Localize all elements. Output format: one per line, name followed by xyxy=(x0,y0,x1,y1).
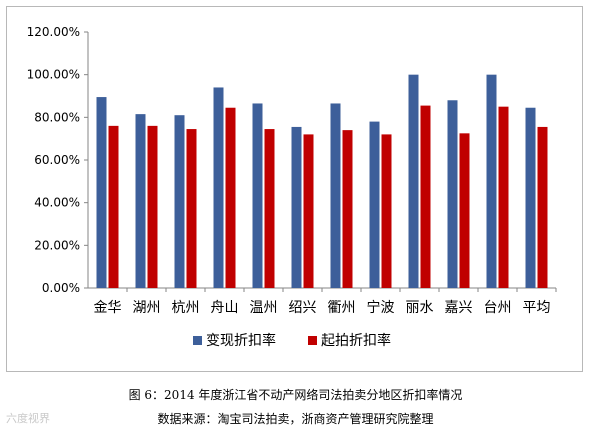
x-category-label: 杭州 xyxy=(172,300,200,316)
bar-realization-7 xyxy=(369,121,380,288)
legend-swatch-1 xyxy=(308,336,317,345)
x-category-label: 宁波 xyxy=(367,299,395,316)
y-tick-label: 40.00% xyxy=(34,196,80,210)
bar-realization-4 xyxy=(252,103,263,288)
x-category-label: 衢州 xyxy=(328,299,356,316)
bar-realization-9 xyxy=(447,100,458,289)
bar-realization-5 xyxy=(291,126,302,288)
y-tick-label: 120.00% xyxy=(27,25,80,39)
x-category-label: 湖州 xyxy=(133,300,161,316)
x-category-label: 嘉兴 xyxy=(445,300,473,316)
bar-starting-10 xyxy=(498,106,509,289)
y-tick-label: 80.00% xyxy=(34,110,80,124)
bar-starting-1 xyxy=(147,125,158,288)
x-category-label: 金华 xyxy=(94,300,122,316)
bar-chart: 0.00% 20.00% 40.00% 60.00% 80.00% 100.00% 120.… xyxy=(27,25,557,349)
x-category-label: 绍兴 xyxy=(289,300,317,316)
y-tick-label: 20.00% xyxy=(34,238,80,252)
x-category-label: 丽水 xyxy=(406,300,434,316)
bar-realization-8 xyxy=(408,74,419,289)
y-tick-label: 100.00% xyxy=(27,68,80,82)
x-category-label: 平均 xyxy=(523,300,551,316)
x-category-label: 舟山 xyxy=(211,300,239,316)
bar-starting-4 xyxy=(264,129,275,288)
bar-realization-10 xyxy=(486,74,497,289)
bar-starting-9 xyxy=(459,133,470,288)
bar-starting-6 xyxy=(342,130,353,288)
bar-starting-11 xyxy=(537,126,548,288)
bar-realization-6 xyxy=(330,103,341,288)
bar-starting-8 xyxy=(420,105,431,288)
bar-starting-0 xyxy=(108,125,119,288)
y-tick-label: 60.00% xyxy=(34,153,80,167)
data-source-note: 数据来源：淘宝司法拍卖，浙商资产管理研究院整理 xyxy=(157,412,434,426)
bar-starting-5 xyxy=(303,134,314,288)
legend-label-1: 起拍折扣率 xyxy=(321,332,391,349)
legend-label-0: 变现折扣率 xyxy=(206,332,276,349)
y-tick-label: 0.00% xyxy=(42,281,80,295)
x-category-label: 温州 xyxy=(250,300,278,316)
bar-starting-2 xyxy=(186,129,197,288)
bar-starting-3 xyxy=(225,107,236,288)
bar-realization-11 xyxy=(525,107,536,288)
watermark-text: 六度视界 xyxy=(6,412,50,425)
bar-starting-7 xyxy=(381,134,392,288)
x-category-label: 台州 xyxy=(484,300,512,316)
bar-realization-1 xyxy=(135,114,146,288)
bar-realization-2 xyxy=(174,115,185,288)
legend-swatch-0 xyxy=(193,336,202,345)
bar-realization-3 xyxy=(213,87,224,288)
figure-caption: 图 6：2014 年度浙江省不动产网络司法拍卖分地区折扣率情况 xyxy=(128,388,463,402)
bar-realization-0 xyxy=(96,97,107,288)
